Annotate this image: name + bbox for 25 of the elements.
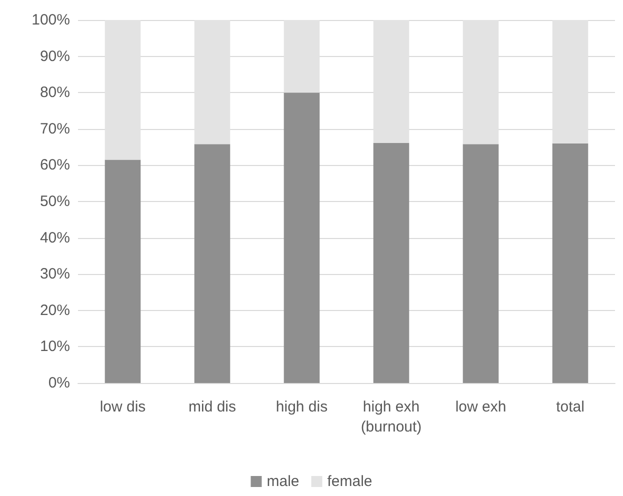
x-tick-label: mid dis [188, 398, 236, 416]
bar [462, 144, 499, 383]
x-tick-label: total [556, 398, 584, 416]
y-tick-label: 70% [40, 120, 70, 138]
y-tick-label: 90% [40, 48, 70, 65]
bar [373, 143, 410, 383]
bar [194, 144, 230, 383]
y-tick-label: 100% [32, 12, 70, 28]
y-tick-label: 80% [40, 84, 70, 102]
bar [552, 143, 588, 383]
bar [284, 92, 320, 383]
y-tick-label: 0% [48, 374, 70, 392]
x-tick-label: high dis [276, 398, 328, 416]
y-tick-label: 50% [40, 193, 70, 210]
y-tick-label: 20% [40, 302, 70, 319]
x-tick-label: low dis [100, 398, 146, 416]
legend-label: male [266, 473, 300, 490]
bar [104, 160, 141, 383]
x-tick-label: low exh [455, 398, 506, 416]
y-tick-label: 10% [40, 338, 70, 356]
y-tick-label: 60% [40, 156, 70, 174]
y-tick-label: 30% [40, 266, 70, 283]
legend-label: female [327, 473, 372, 490]
y-tick-label: 40% [40, 229, 70, 246]
x-tick-label: high exh (burnout) [360, 398, 422, 436]
